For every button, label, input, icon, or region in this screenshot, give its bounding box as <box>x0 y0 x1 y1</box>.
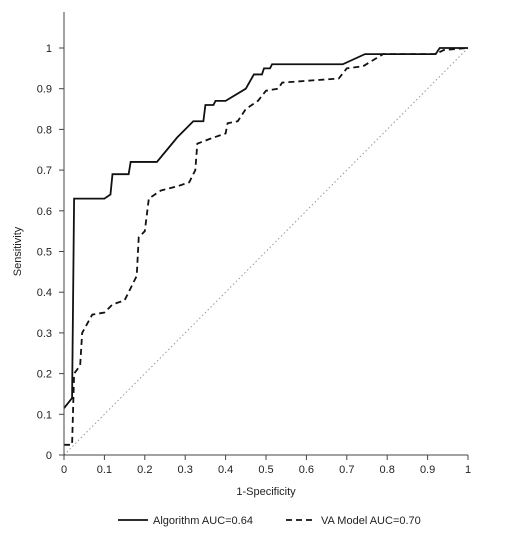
y-tick-label: 0.6 <box>37 206 52 218</box>
series-line-algorithm <box>63 47 468 409</box>
legend-label-algorithm: Algorithm AUC=0.64 <box>153 515 253 527</box>
x-tick-label: 0.7 <box>339 464 354 476</box>
reference-diagonal-line <box>63 47 469 456</box>
x-tick-label: 0.8 <box>380 464 395 476</box>
legend-label-va-model: VA Model AUC=0.70 <box>321 515 421 527</box>
x-axis-title: 1-Specificity <box>236 486 296 498</box>
y-tick-label: 0.3 <box>37 328 52 340</box>
series-line-va-model <box>64 47 469 446</box>
y-axis-title: Sensitivity <box>12 226 24 276</box>
x-tick-label: 0.6 <box>299 464 314 476</box>
x-tick-label: 0.2 <box>137 464 152 476</box>
x-tick-label: 0.4 <box>218 464 233 476</box>
x-tick-label: 0.5 <box>258 464 273 476</box>
y-tick-label: 0.8 <box>37 124 52 136</box>
y-tick-label: 0 <box>46 450 52 462</box>
x-tick-label: 0.1 <box>97 464 112 476</box>
y-tick-label: 0.4 <box>37 287 52 299</box>
x-tick-label: 0 <box>61 464 67 476</box>
y-tick-label: 0.1 <box>37 409 52 421</box>
y-tick-label: 1 <box>46 43 52 55</box>
y-tick-label: 0.2 <box>37 369 52 381</box>
y-tick-label: 0.7 <box>37 165 52 177</box>
y-tick-label: 0.5 <box>37 247 52 259</box>
y-tick-label: 0.9 <box>37 84 52 96</box>
x-tick-label: 1 <box>465 464 471 476</box>
x-tick-label: 0.9 <box>420 464 435 476</box>
x-tick-label: 0.3 <box>178 464 193 476</box>
